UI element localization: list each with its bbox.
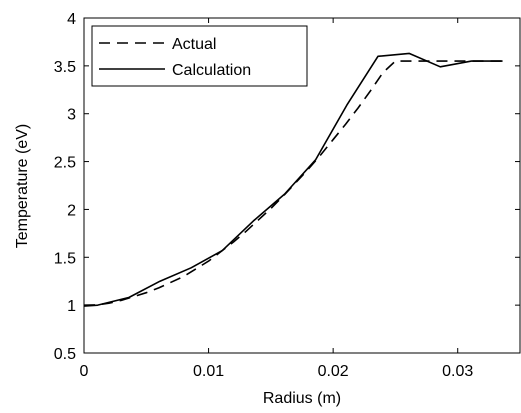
axes-box <box>83 17 521 354</box>
y-axis-ticks: 0.5 1 1.5 2 2.5 3 3.5 4 <box>54 11 520 363</box>
x-tick-label: 0.03 <box>442 363 473 380</box>
legend-box <box>91 25 308 87</box>
legend-label-calculation: Calculation <box>172 62 251 79</box>
y-tick-label: 3 <box>67 107 76 124</box>
y-tick-label: 1 <box>67 298 76 315</box>
plot-area: 0 0.01 0.02 0.03 0.5 1 1.5 2 2.5 3 3.5 4 <box>54 11 521 380</box>
x-tick-label: 0 <box>80 363 89 380</box>
x-tick-label: 0.02 <box>318 363 349 380</box>
legend-label-actual: Actual <box>172 36 216 53</box>
legend: Actual Calculation <box>91 25 308 87</box>
x-axis-ticks: 0 0.01 0.02 0.03 <box>80 18 473 380</box>
x-tick-label: 0.01 <box>193 363 224 380</box>
y-tick-label: 2.5 <box>54 155 76 172</box>
y-tick-label: 1.5 <box>54 250 76 267</box>
series-line-calculation <box>83 52 503 307</box>
y-tick-label: 0.5 <box>54 346 76 363</box>
series-line-actual <box>83 60 508 306</box>
y-tick-label: 2 <box>67 202 76 219</box>
x-axis-label: Radius (m) <box>263 390 341 407</box>
y-tick-label: 4 <box>67 11 76 28</box>
y-axis-label: Temperature (eV) <box>14 124 31 249</box>
series-layer <box>83 52 508 307</box>
y-tick-label: 3.5 <box>54 59 76 76</box>
